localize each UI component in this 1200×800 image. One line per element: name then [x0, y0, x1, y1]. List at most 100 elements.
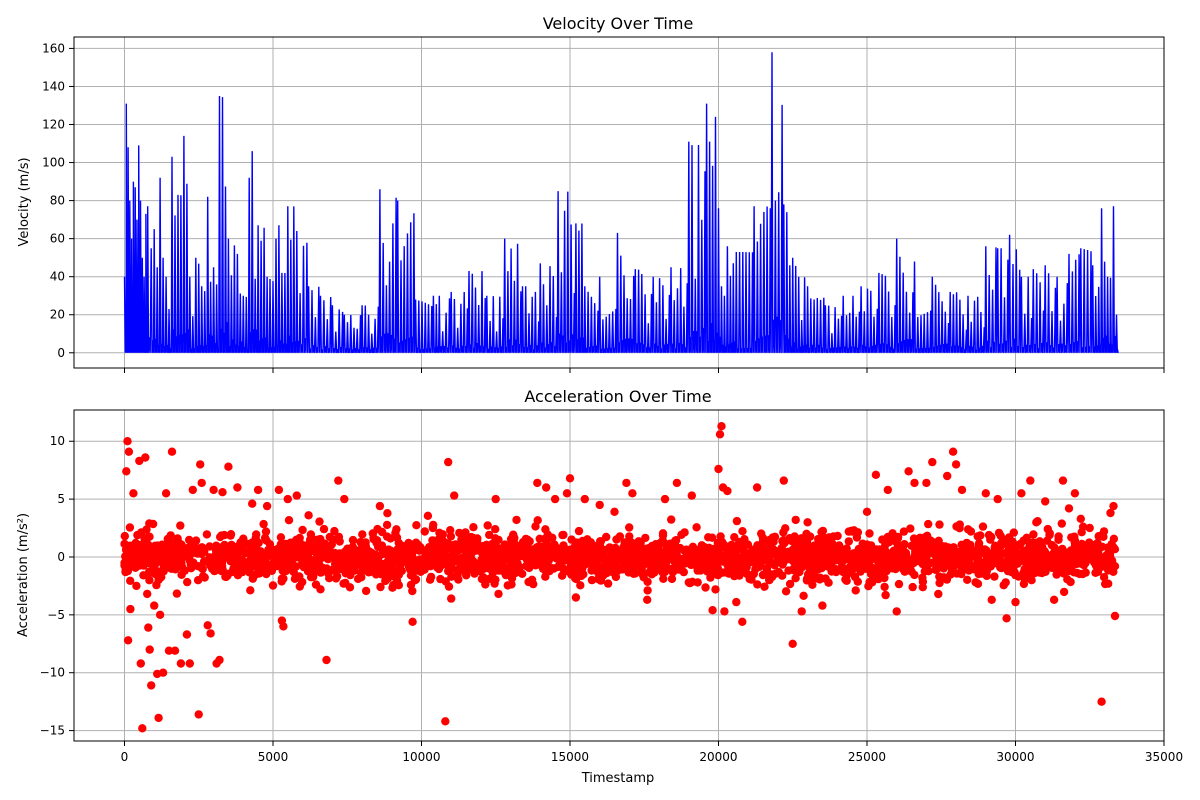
- acceleration-y-tick-label: −5: [47, 608, 65, 622]
- acceleration-band-point: [205, 553, 214, 562]
- acceleration-point: [1026, 476, 1035, 485]
- acceleration-band-point: [1029, 561, 1038, 570]
- acceleration-band-point: [755, 562, 764, 571]
- acceleration-point: [203, 621, 212, 630]
- acceleration-band-point: [1091, 561, 1101, 570]
- acceleration-band-point: [325, 574, 334, 583]
- acceleration-band-point: [1109, 567, 1118, 576]
- acceleration-band-point: [821, 557, 830, 566]
- acceleration-x-tick-label: 10000: [402, 750, 440, 764]
- acceleration-band-point: [423, 511, 433, 520]
- acceleration-band-point: [996, 542, 1005, 551]
- acceleration-band-point: [797, 559, 806, 568]
- acceleration-band-point: [557, 552, 567, 561]
- acceleration-band-point: [420, 527, 429, 536]
- acceleration-band-point: [276, 533, 286, 542]
- acceleration-point: [188, 485, 197, 495]
- acceleration-band-point: [525, 563, 534, 573]
- acceleration-point: [892, 607, 901, 616]
- acceleration-point: [274, 485, 284, 495]
- acceleration-band-point: [580, 539, 589, 548]
- acceleration-band-point: [529, 552, 538, 562]
- acceleration-point: [966, 527, 976, 536]
- acceleration-band-point: [809, 542, 818, 551]
- acceleration-band-point: [695, 551, 704, 560]
- acceleration-point: [1011, 597, 1020, 607]
- acceleration-band-point: [632, 560, 641, 569]
- acceleration-band-point: [594, 574, 603, 584]
- acceleration-band-point: [491, 525, 500, 534]
- acceleration-band-point: [996, 531, 1005, 540]
- acceleration-band-point: [940, 555, 949, 564]
- acceleration-point: [141, 453, 150, 462]
- acceleration-band-point: [792, 537, 801, 546]
- acceleration-band-point: [910, 570, 919, 580]
- acceleration-band-point: [732, 544, 741, 553]
- acceleration-y-tick-label: 5: [57, 492, 65, 506]
- acceleration-band-point: [229, 564, 238, 573]
- acceleration-y-axis-label: Acceleration (m/s²): [16, 513, 31, 637]
- acceleration-band-point: [345, 545, 354, 555]
- acceleration-band-point: [519, 548, 528, 557]
- acceleration-point: [1058, 476, 1068, 485]
- acceleration-point: [711, 585, 720, 594]
- acceleration-band-point: [680, 528, 689, 537]
- acceleration-band-point: [973, 579, 983, 588]
- acceleration-band-point: [791, 574, 800, 583]
- acceleration-band-point: [405, 555, 414, 564]
- acceleration-band-point: [454, 555, 463, 564]
- acceleration-point: [803, 518, 812, 527]
- acceleration-band-point: [686, 560, 696, 570]
- acceleration-point: [550, 494, 560, 504]
- acceleration-band-point: [265, 550, 274, 559]
- velocity-series: [123, 52, 1119, 354]
- acceleration-band-point: [659, 574, 668, 583]
- acceleration-point: [441, 717, 450, 726]
- acceleration-point: [215, 655, 224, 665]
- acceleration-point: [687, 491, 696, 500]
- acceleration-band-point: [894, 579, 904, 589]
- acceleration-point: [120, 558, 129, 567]
- acceleration-point: [450, 491, 459, 500]
- acceleration-point: [1002, 614, 1011, 623]
- acceleration-x-tick-label: 0: [121, 750, 129, 764]
- acceleration-band-point: [404, 546, 413, 555]
- acceleration-band-point: [1026, 551, 1035, 560]
- acceleration-band-point: [1028, 540, 1037, 549]
- acceleration-band-point: [284, 549, 293, 558]
- acceleration-band-point: [906, 524, 915, 533]
- acceleration-band-point: [909, 558, 918, 568]
- acceleration-point: [218, 488, 227, 497]
- acceleration-band-point: [627, 548, 637, 557]
- acceleration-band-point: [233, 571, 243, 580]
- acceleration-band-point: [382, 532, 392, 541]
- acceleration-band-point: [314, 559, 324, 568]
- acceleration-band-point: [446, 562, 455, 572]
- acceleration-band-point: [1075, 569, 1084, 579]
- acceleration-band-point: [821, 549, 830, 559]
- acceleration-band-point: [180, 566, 189, 575]
- acceleration-band-point: [295, 582, 304, 591]
- acceleration-point: [150, 601, 159, 610]
- acceleration-point: [628, 489, 637, 498]
- acceleration-band-point: [312, 535, 321, 545]
- acceleration-band-point: [878, 567, 887, 576]
- acceleration-band-point: [953, 550, 962, 560]
- acceleration-band-point: [1038, 563, 1047, 572]
- acceleration-band-point: [1059, 587, 1069, 597]
- acceleration-y-tick-label: 0: [57, 550, 65, 564]
- acceleration-x-tick-label: 30000: [996, 750, 1034, 764]
- acceleration-band-point: [1099, 573, 1109, 582]
- acceleration-band-point: [297, 540, 307, 549]
- acceleration-point: [752, 483, 762, 492]
- acceleration-band-point: [394, 538, 403, 547]
- acceleration-band-point: [189, 541, 198, 550]
- acceleration-band-point: [844, 537, 853, 546]
- acceleration-band-point: [1103, 559, 1113, 569]
- acceleration-point: [444, 457, 453, 467]
- acceleration-band-point: [566, 554, 575, 564]
- acceleration-band-point: [373, 556, 383, 566]
- acceleration-band-point: [685, 549, 695, 558]
- acceleration-band-point: [449, 541, 458, 550]
- acceleration-point: [132, 581, 141, 591]
